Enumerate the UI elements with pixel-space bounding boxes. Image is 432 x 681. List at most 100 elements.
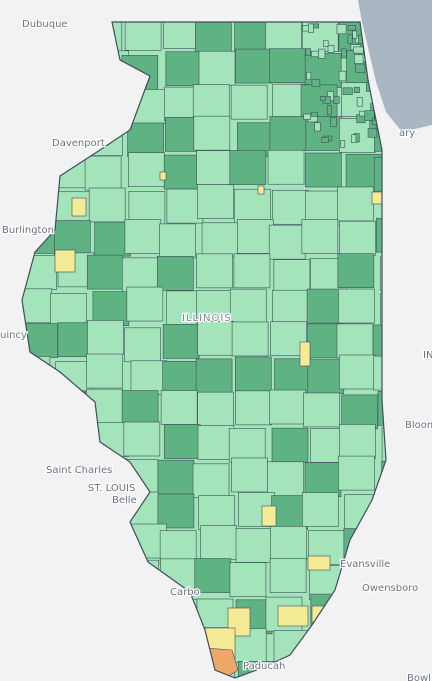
municipality — [303, 113, 311, 120]
county — [162, 324, 200, 359]
county-yellow — [299, 341, 311, 367]
county — [53, 220, 91, 255]
county — [84, 155, 122, 191]
county — [338, 424, 376, 459]
county — [339, 354, 376, 390]
county — [130, 360, 168, 396]
county — [268, 224, 306, 260]
place-label: Burlington — [2, 225, 54, 236]
county-yellow — [54, 249, 76, 273]
place-label: Bloom — [405, 420, 432, 431]
county — [305, 152, 342, 188]
county — [269, 48, 306, 84]
municipality — [330, 116, 337, 128]
county — [87, 320, 124, 355]
municipality — [353, 86, 360, 94]
county — [230, 84, 268, 120]
county — [229, 562, 267, 598]
county — [269, 389, 306, 425]
lake-michigan — [358, 0, 432, 132]
county — [269, 116, 307, 151]
county — [307, 359, 345, 394]
municipality — [354, 54, 364, 64]
municipality — [359, 110, 366, 117]
county — [193, 115, 231, 151]
county — [270, 321, 307, 357]
county — [86, 254, 124, 290]
county — [337, 253, 375, 288]
municipality — [318, 48, 326, 59]
county — [338, 288, 375, 324]
place-label: Dubuque — [22, 19, 68, 30]
county — [197, 320, 234, 356]
municipality — [311, 78, 321, 87]
county — [301, 492, 339, 527]
county — [159, 223, 196, 259]
county — [272, 289, 309, 325]
county — [196, 253, 233, 289]
municipality — [308, 23, 314, 33]
county — [126, 286, 164, 322]
county — [194, 558, 232, 593]
labels: Dubuque Davenport Burlington uincy Saint Cha… — [0, 18, 432, 681]
place-label: ary — [399, 128, 415, 139]
municipality — [353, 46, 364, 54]
county — [235, 528, 273, 563]
county — [373, 156, 386, 192]
county — [162, 361, 200, 396]
place-label: IN — [423, 350, 432, 361]
county — [267, 149, 305, 185]
county — [88, 187, 126, 223]
county — [163, 22, 200, 49]
county — [156, 255, 194, 291]
county — [198, 495, 235, 530]
county — [197, 184, 234, 219]
county — [233, 253, 271, 289]
municipality — [355, 63, 366, 73]
county — [271, 427, 309, 463]
county-yellow — [71, 197, 87, 217]
county — [269, 558, 307, 593]
county-yellow — [307, 555, 331, 571]
municipality — [340, 140, 346, 148]
county — [160, 390, 198, 425]
municipality — [336, 24, 347, 35]
county — [228, 427, 266, 463]
county — [267, 461, 304, 497]
municipality — [356, 97, 363, 107]
municipality — [321, 136, 329, 143]
county — [124, 327, 161, 363]
county-yellow — [277, 605, 309, 627]
county — [166, 188, 204, 224]
county — [339, 220, 376, 256]
county-yellow — [257, 185, 265, 195]
county — [341, 394, 378, 430]
county — [127, 122, 164, 158]
municipality — [333, 96, 340, 104]
county — [376, 217, 386, 253]
place-label: Belle — [112, 495, 137, 506]
place-label: ST. LOUIS — [88, 483, 135, 494]
place-label: Davenport — [52, 138, 105, 149]
municipality — [326, 105, 332, 116]
county — [338, 455, 375, 491]
municipality — [320, 96, 326, 101]
county — [192, 463, 230, 499]
county — [235, 390, 273, 426]
county — [231, 321, 269, 357]
municipality — [338, 70, 347, 82]
place-label: Bowl — [407, 673, 431, 681]
county — [195, 22, 232, 54]
place-label: uincy — [0, 330, 27, 341]
county — [337, 186, 374, 222]
county — [128, 152, 165, 188]
county — [50, 293, 87, 328]
county — [336, 323, 374, 359]
municipality — [367, 128, 378, 138]
county — [124, 219, 162, 254]
county — [196, 150, 233, 185]
municipality — [352, 30, 358, 39]
county — [234, 188, 271, 224]
county — [231, 457, 268, 493]
municipality — [305, 48, 311, 56]
